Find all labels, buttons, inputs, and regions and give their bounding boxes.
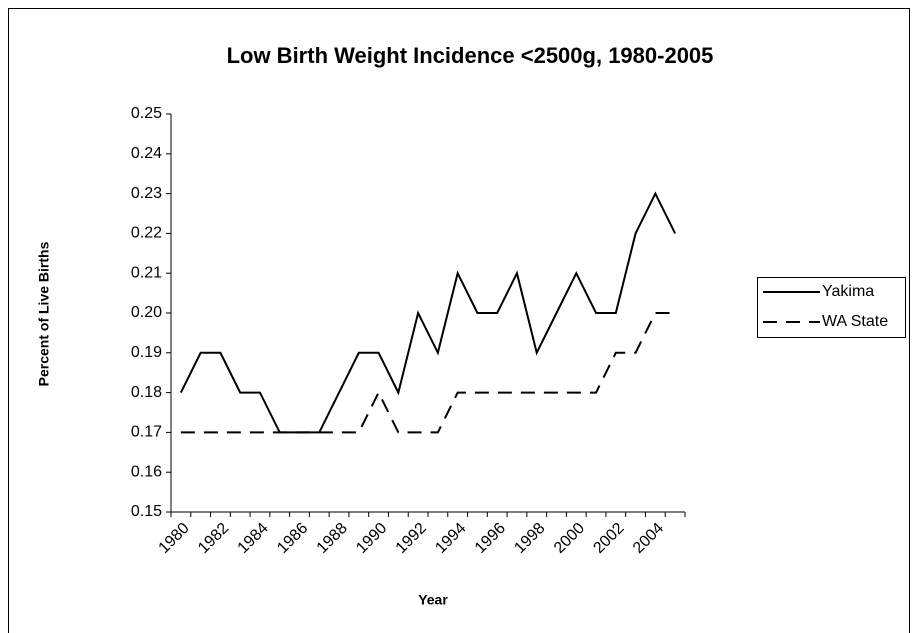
y-tick-label: 0.25 [131,105,162,122]
x-tick-label: 1982 [195,520,232,557]
y-tick-label: 0.15 [131,503,162,520]
chart-title: Low Birth Weight Incidence <2500g, 1980-… [227,43,714,68]
x-tick-label: 2002 [590,520,627,557]
x-tick-label: 1992 [393,520,430,557]
y-tick-label: 0.23 [131,185,162,202]
y-axis-title: Percent of Live Births [36,241,52,386]
chart-border [8,8,910,633]
x-tick-label: 1980 [156,520,193,557]
x-tick-label: 1998 [511,520,548,557]
y-tick-label: 0.16 [131,463,162,480]
series-line [179,191,677,434]
x-tick-label: 1990 [353,520,390,557]
x-tick-label: 1988 [314,520,351,557]
y-tick-label: 0.21 [131,264,162,281]
y-tick-label: 0.22 [131,225,162,242]
x-tick-label: 1984 [235,520,272,557]
x-tick-label: 2004 [630,520,667,557]
x-tick-label: 2000 [551,520,588,557]
y-tick-label: 0.18 [131,384,162,401]
x-tick-label: 1994 [432,520,469,557]
x-axis-title: Year [418,592,448,608]
x-tick-label: 1986 [274,520,311,557]
legend-label: Yakima [822,283,874,300]
legend-box [757,277,906,338]
legend-label: WA State [822,313,888,330]
y-tick-label: 0.24 [131,145,162,162]
series-line [180,312,676,434]
x-tick-label: 1996 [472,520,509,557]
y-tick-label: 0.20 [131,304,162,321]
y-tick-label: 0.19 [131,344,162,361]
y-tick-label: 0.17 [131,424,162,441]
